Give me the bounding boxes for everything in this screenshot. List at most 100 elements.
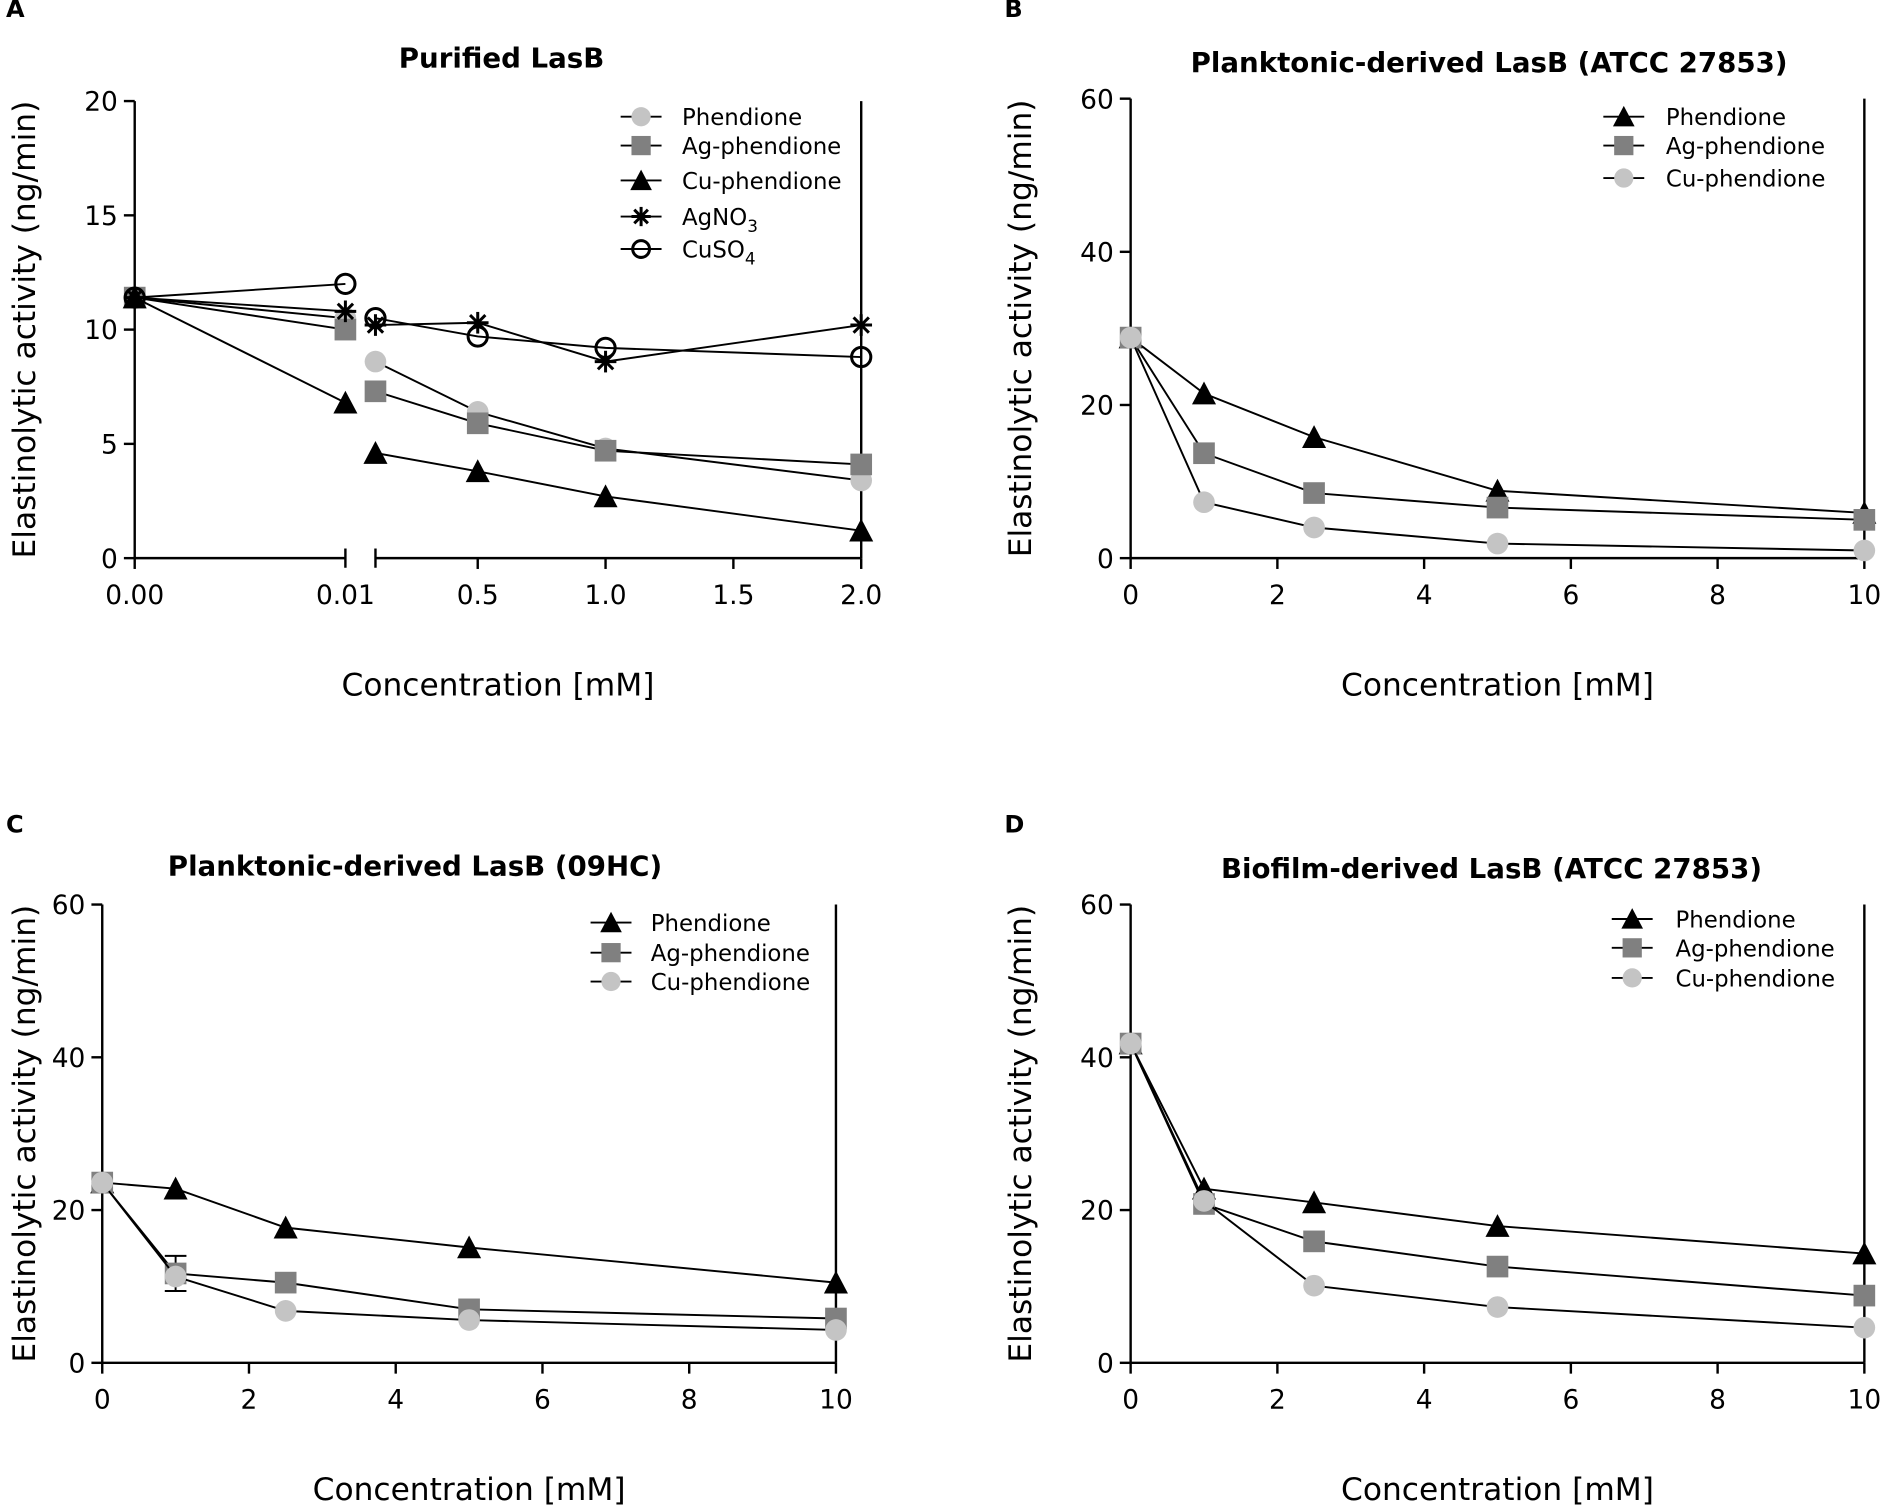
y-axis-label: Elastinolytic activity (ng/min) — [1003, 905, 1039, 1363]
legend-marker-circle — [631, 107, 651, 127]
x-axis-label: Concentration [mM] — [1341, 1472, 1654, 1508]
data-point-asterisk — [850, 314, 873, 336]
legend-label: Phendione — [1676, 907, 1796, 933]
legend-entry: Phendione — [1611, 907, 1796, 933]
legend-entry: Cu-phendione — [1603, 166, 1825, 192]
data-point-square — [466, 412, 489, 435]
series-line — [375, 390, 862, 466]
legend-subscript: 3 — [747, 216, 758, 236]
x-tick-label: 2 — [241, 1385, 258, 1416]
legend-marker-circle — [1622, 968, 1642, 988]
data-point-triangle — [1485, 1214, 1510, 1237]
data-point-asterisk-stroke — [852, 316, 870, 334]
series-line — [375, 317, 862, 358]
legend-label: Cu-phendione — [651, 970, 811, 996]
data-point-circle — [1486, 1296, 1509, 1318]
legend-marker-asterisk-stroke — [633, 208, 649, 225]
data-point-triangle — [1485, 478, 1510, 502]
data-point-circle — [1193, 491, 1215, 514]
chart-title: Biofilm-derived LasB (ATCC 27853) — [1221, 852, 1762, 885]
series-ag-phendione — [123, 286, 873, 476]
x-tick-label: 1.5 — [712, 580, 754, 611]
x-tick-label: 8 — [681, 1385, 698, 1416]
legend-entry: CuSO4 — [620, 237, 756, 269]
data-point-open-circle — [123, 286, 146, 309]
legend-label: Phendione — [682, 105, 802, 131]
series-line — [375, 360, 862, 482]
legend-marker-triangle — [1612, 105, 1635, 127]
series-cuso — [123, 272, 873, 369]
legend-label: CuSO4 — [682, 237, 756, 268]
series-phendione — [1118, 1031, 1877, 1265]
y-tick-label: 20 — [1080, 391, 1114, 422]
data-point-triangle — [457, 1235, 482, 1259]
x-tick-label: 2.0 — [840, 580, 882, 611]
x-tick-label: 0.01 — [316, 580, 375, 611]
data-point-triangle — [465, 459, 490, 483]
y-tick-label: 0 — [1097, 1348, 1114, 1379]
y-tick-label: 40 — [52, 1043, 86, 1074]
legend-label: Cu-phendione — [682, 169, 842, 195]
y-axis-label: Elastinolytic activity (ng/min) — [7, 101, 43, 559]
x-tick-label: 4 — [1416, 1385, 1433, 1416]
data-point-triangle — [1852, 1241, 1877, 1265]
panel-d: 0 20 40 60 0 2 4 6 8 10 D Biofilm-derived LasB (ATC… — [1003, 810, 1881, 1508]
legend-entry: Phendione — [590, 911, 771, 937]
data-point-circle — [1119, 1032, 1142, 1055]
x-tick-label: 10 — [819, 1385, 853, 1416]
data-point-circle — [91, 1171, 114, 1194]
panel-letter: A — [6, 0, 25, 23]
data-point-square — [364, 380, 387, 403]
legend-marker-square — [1614, 135, 1634, 156]
series-line — [134, 296, 346, 331]
data-point-circle — [1853, 1316, 1876, 1339]
legend-marker-circle — [601, 971, 621, 992]
series-line — [134, 296, 346, 320]
data-point-square — [1303, 482, 1325, 504]
series-line — [134, 282, 346, 299]
series-phendione — [123, 286, 873, 492]
series-cu-phendione — [122, 285, 874, 542]
data-point-square — [850, 453, 873, 476]
data-point-square — [1853, 1284, 1876, 1307]
y-tick-label: 40 — [1080, 1043, 1114, 1074]
y-tick-label: 60 — [1080, 890, 1114, 921]
panel-letter: C — [6, 810, 24, 838]
y-axis-label: Elastinolytic activity (ng/min) — [1003, 100, 1039, 558]
data-point-circle — [458, 1309, 480, 1331]
legend-label: Ag-phendione — [1676, 936, 1835, 962]
data-point-circle — [1119, 326, 1142, 349]
data-point-triangle — [163, 1176, 188, 1200]
panel-letter: B — [1004, 0, 1022, 23]
x-tick-label: 0 — [94, 1385, 111, 1416]
data-point-open-circle — [466, 325, 489, 348]
data-point-asterisk — [334, 300, 357, 323]
data-point-circle — [1486, 532, 1509, 555]
legend-marker-square — [631, 135, 651, 156]
legend-entry: AgNO3 — [620, 205, 758, 236]
series-line — [102, 1181, 837, 1284]
data-point-circle — [164, 1265, 187, 1288]
y-axis-label: Elastinolytic activity (ng/min) — [7, 905, 43, 1363]
data-point-asterisk-stroke — [125, 288, 144, 307]
legend-entry: Ag-phendione — [620, 134, 841, 160]
x-tick-label: 1.0 — [585, 580, 627, 611]
series-cu-phendione — [1119, 326, 1876, 562]
chart-title: Planktonic-derived LasB (09HC) — [168, 850, 662, 883]
data-point-triangle — [1302, 1190, 1327, 1214]
y-tick-label: 10 — [84, 315, 118, 346]
y-tick-label: 40 — [1080, 237, 1114, 268]
x-tick-label: 4 — [1416, 580, 1433, 611]
data-point-circle — [1303, 516, 1325, 539]
legend-entry: Ag-phendione — [590, 941, 810, 967]
series-line — [1129, 1043, 1865, 1329]
legend-marker-square — [1622, 938, 1642, 958]
series-line — [134, 296, 346, 313]
legend-entry: Ag-phendione — [1611, 936, 1835, 962]
series-line — [375, 321, 862, 363]
series-ag-phendione — [1119, 326, 1876, 531]
data-point-asterisk-stroke — [336, 302, 355, 321]
data-point-triangle — [1302, 425, 1327, 448]
data-point-circle — [1193, 1190, 1215, 1212]
data-point-circle — [1303, 1274, 1325, 1297]
